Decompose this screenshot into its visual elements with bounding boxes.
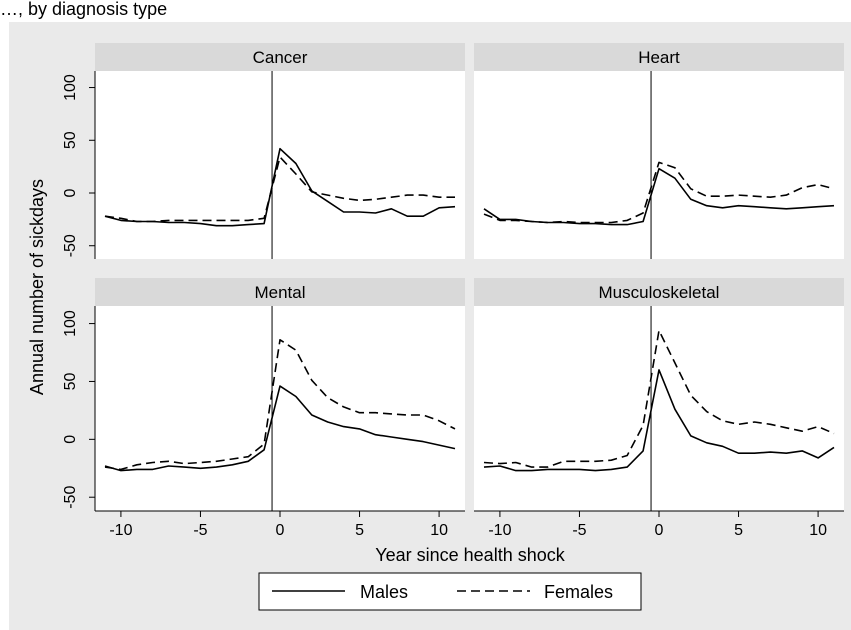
x-tick-label: 10 [809,522,827,539]
series-line-males-mental [104,385,456,472]
panel-mental-title: Mental [254,283,305,302]
panel-cancer-title: Cancer [253,48,308,67]
x-tick-label: 5 [355,522,364,539]
series-line-females-mental [104,338,456,471]
x-tick-label: -10 [488,522,511,539]
y-tick-label: -50 [62,486,79,509]
panel-musculoskeletal-title: Musculoskeletal [599,283,720,302]
series-line-females-musculoskeletal [483,329,835,468]
x-tick-label: 0 [276,522,285,539]
series-line-males-musculoskeletal [483,369,835,472]
y-tick-label: 0 [62,188,79,197]
panel-cancer-header [95,43,465,71]
x-tick-label: -5 [193,522,207,539]
y-tick-label: 0 [62,435,79,444]
x-tick-label: -5 [572,522,586,539]
series-line-females-cancer [104,156,455,223]
panel-musculoskeletal-plot-area [474,278,844,511]
series-line-females-heart [483,161,835,224]
y-tick-label: 100 [62,74,79,101]
panel-heart-header [474,43,844,71]
figure-caption: …, by diagnosis type [0,0,168,19]
legend-label-males: Males [360,582,408,602]
legend-label-females: Females [544,582,613,602]
y-tick-label: 50 [62,131,79,149]
x-tick-label: 5 [734,522,743,539]
y-axis-title: Annual number of sickdays [27,179,47,395]
y-tick-label: -50 [62,234,79,257]
panel-mental-plot-area [95,278,465,511]
panel-heart-plot-area [474,43,844,259]
x-tick-label: 10 [430,522,448,539]
y-tick-label: 100 [62,310,79,337]
panel-musculoskeletal-header [474,278,844,306]
x-axis-title: Year since health shock [375,545,565,565]
y-tick-label: 50 [62,372,79,390]
series-line-males-cancer [104,147,456,227]
panel-heart-title: Heart [638,48,680,67]
x-tick-label: -10 [109,522,132,539]
panel-mental-header [95,278,465,306]
x-tick-label: 0 [655,522,664,539]
